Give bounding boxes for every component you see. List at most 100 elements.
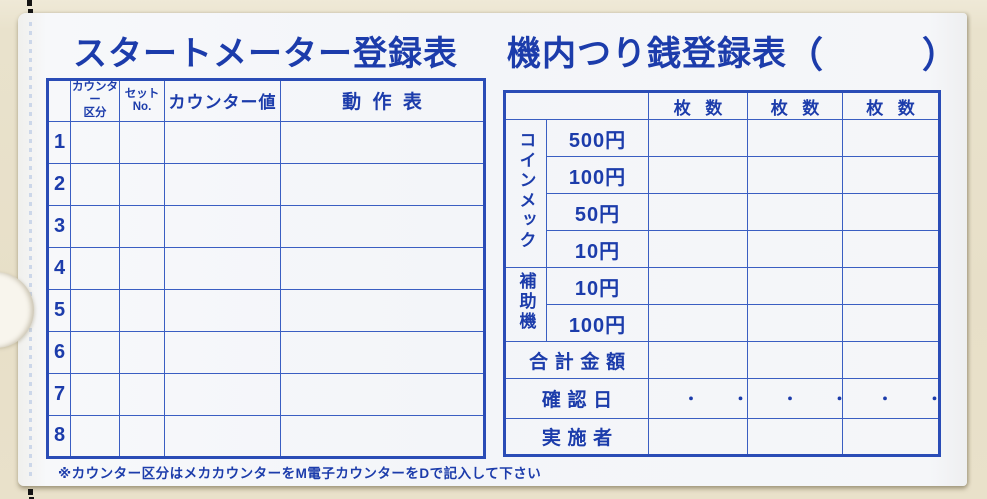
counter-type-cell — [70, 120, 120, 164]
operator-label: 実施者 — [504, 418, 649, 456]
counter-type-cell — [70, 372, 120, 416]
sheet-count-cell — [842, 119, 940, 157]
sheet-count-cell — [747, 156, 843, 194]
date-separator-dots: ・・ — [747, 378, 843, 419]
table-row: 10円 — [505, 230, 940, 268]
change-table-header-row: 枚数 枚数 枚数 — [504, 91, 940, 120]
col-header-counter-value: カウンター値 — [164, 79, 281, 122]
sheet-count-cell — [842, 193, 940, 231]
counter-type-cell — [70, 330, 120, 374]
set-no-cell — [119, 120, 165, 164]
start-meter-table: カウンター 区分 セット No. カウンター値 動作表 1 2 3 — [46, 78, 486, 459]
operator-cell — [842, 418, 940, 456]
set-no-cell — [119, 246, 165, 290]
action-table-cell — [280, 162, 485, 206]
table-row: 50円 — [505, 193, 940, 231]
date-separator-dots: ・・ — [648, 378, 748, 419]
registration-mark-top — [28, 9, 33, 13]
sheet-count-cell — [747, 230, 843, 268]
counter-type-cell — [70, 288, 120, 332]
counter-value-cell — [164, 120, 281, 164]
group-label-coinmech: コインメック — [504, 119, 547, 268]
sheet-count-cell — [747, 304, 843, 342]
counter-type-cell — [70, 246, 120, 290]
table-row: 5 — [47, 288, 485, 332]
table-row: 7 — [47, 372, 485, 416]
counter-value-cell — [164, 414, 281, 458]
group-label-auxiliary-machine: 補助機 — [504, 267, 547, 342]
operator-row: 実施者 — [504, 418, 940, 456]
sheet-count-cell — [747, 119, 843, 157]
table-row: 100円 — [505, 304, 940, 342]
sheet-count-cell — [648, 193, 748, 231]
table-row: 2 — [47, 162, 485, 206]
table-row: 4 — [47, 246, 485, 290]
paren-close: ） — [922, 34, 960, 75]
change-registration-table: 枚数 枚数 枚数 コインメック 500円 100円 50円 10円 — [503, 90, 941, 457]
total-amount-row: 合計金額 — [504, 341, 940, 379]
action-table-cell — [280, 414, 485, 458]
counter-value-cell — [164, 246, 281, 290]
date-separator-dots: ・・ — [842, 378, 940, 419]
counter-value-cell — [164, 372, 281, 416]
row-number: 3 — [47, 204, 71, 248]
counter-type-cell — [70, 162, 120, 206]
table-row: コインメック 500円 — [504, 119, 940, 268]
col-header-action-table: 動作表 — [280, 79, 485, 122]
counter-type-cell — [70, 204, 120, 248]
paren-open: （ — [787, 34, 825, 75]
action-table-cell — [280, 246, 485, 290]
sheet-count-cell — [648, 156, 748, 194]
denomination-label: 10円 — [546, 230, 649, 268]
set-no-cell — [119, 330, 165, 374]
corner-cell — [504, 91, 649, 120]
table-row: 6 — [47, 330, 485, 374]
sheet-count-cell — [842, 156, 940, 194]
operator-cell — [648, 418, 748, 456]
confirmation-date-label: 確認日 — [504, 378, 649, 419]
counter-value-cell — [164, 162, 281, 206]
row-number: 4 — [47, 246, 71, 290]
row-number: 2 — [47, 162, 71, 206]
col-header-sheet-count-1: 枚数 — [648, 91, 748, 120]
col-header-set-no: セット No. — [119, 79, 165, 122]
row-number: 5 — [47, 288, 71, 332]
row-number: 6 — [47, 330, 71, 374]
change-registration-form-title: 機内つり銭登録表 （ ） — [507, 26, 959, 78]
action-table-cell — [280, 120, 485, 164]
sheet-count-cell — [842, 304, 940, 342]
total-amount-label: 合計金額 — [504, 341, 649, 379]
denomination-label: 500円 — [546, 119, 649, 157]
sheet-count-cell — [648, 304, 748, 342]
table-row: 3 — [47, 204, 485, 248]
denomination-label: 50円 — [546, 193, 649, 231]
sheet-count-cell — [747, 267, 843, 305]
sheet-count-cell — [648, 119, 748, 157]
total-amount-cell — [747, 341, 843, 379]
counter-value-cell — [164, 330, 281, 374]
sheet-count-cell — [747, 193, 843, 231]
operator-cell — [747, 418, 843, 456]
registration-mark-top — [27, 0, 32, 6]
counter-type-footnote: ※カウンター区分はメカカウンターをM電子カウンターをDで記入して下さい — [58, 466, 542, 481]
action-table-cell — [280, 372, 485, 416]
denomination-label: 10円 — [546, 267, 649, 305]
action-table-cell — [280, 330, 485, 374]
row-number: 7 — [47, 372, 71, 416]
counter-value-cell — [164, 204, 281, 248]
sheet-count-cell — [648, 267, 748, 305]
action-table-cell — [280, 288, 485, 332]
sheet-count-cell — [648, 230, 748, 268]
denomination-label: 100円 — [546, 304, 649, 342]
set-no-cell — [119, 372, 165, 416]
row-number: 1 — [47, 120, 71, 164]
counter-value-cell — [164, 288, 281, 332]
set-no-cell — [119, 162, 165, 206]
counter-type-cell — [70, 414, 120, 458]
total-amount-cell — [648, 341, 748, 379]
table-row: 8 — [47, 414, 485, 458]
start-meter-header-row: カウンター 区分 セット No. カウンター値 動作表 — [47, 79, 485, 122]
confirmation-date-row: 確認日 ・・ ・・ ・・ — [504, 378, 940, 419]
col-header-counter-type: カウンター 区分 — [70, 79, 120, 122]
